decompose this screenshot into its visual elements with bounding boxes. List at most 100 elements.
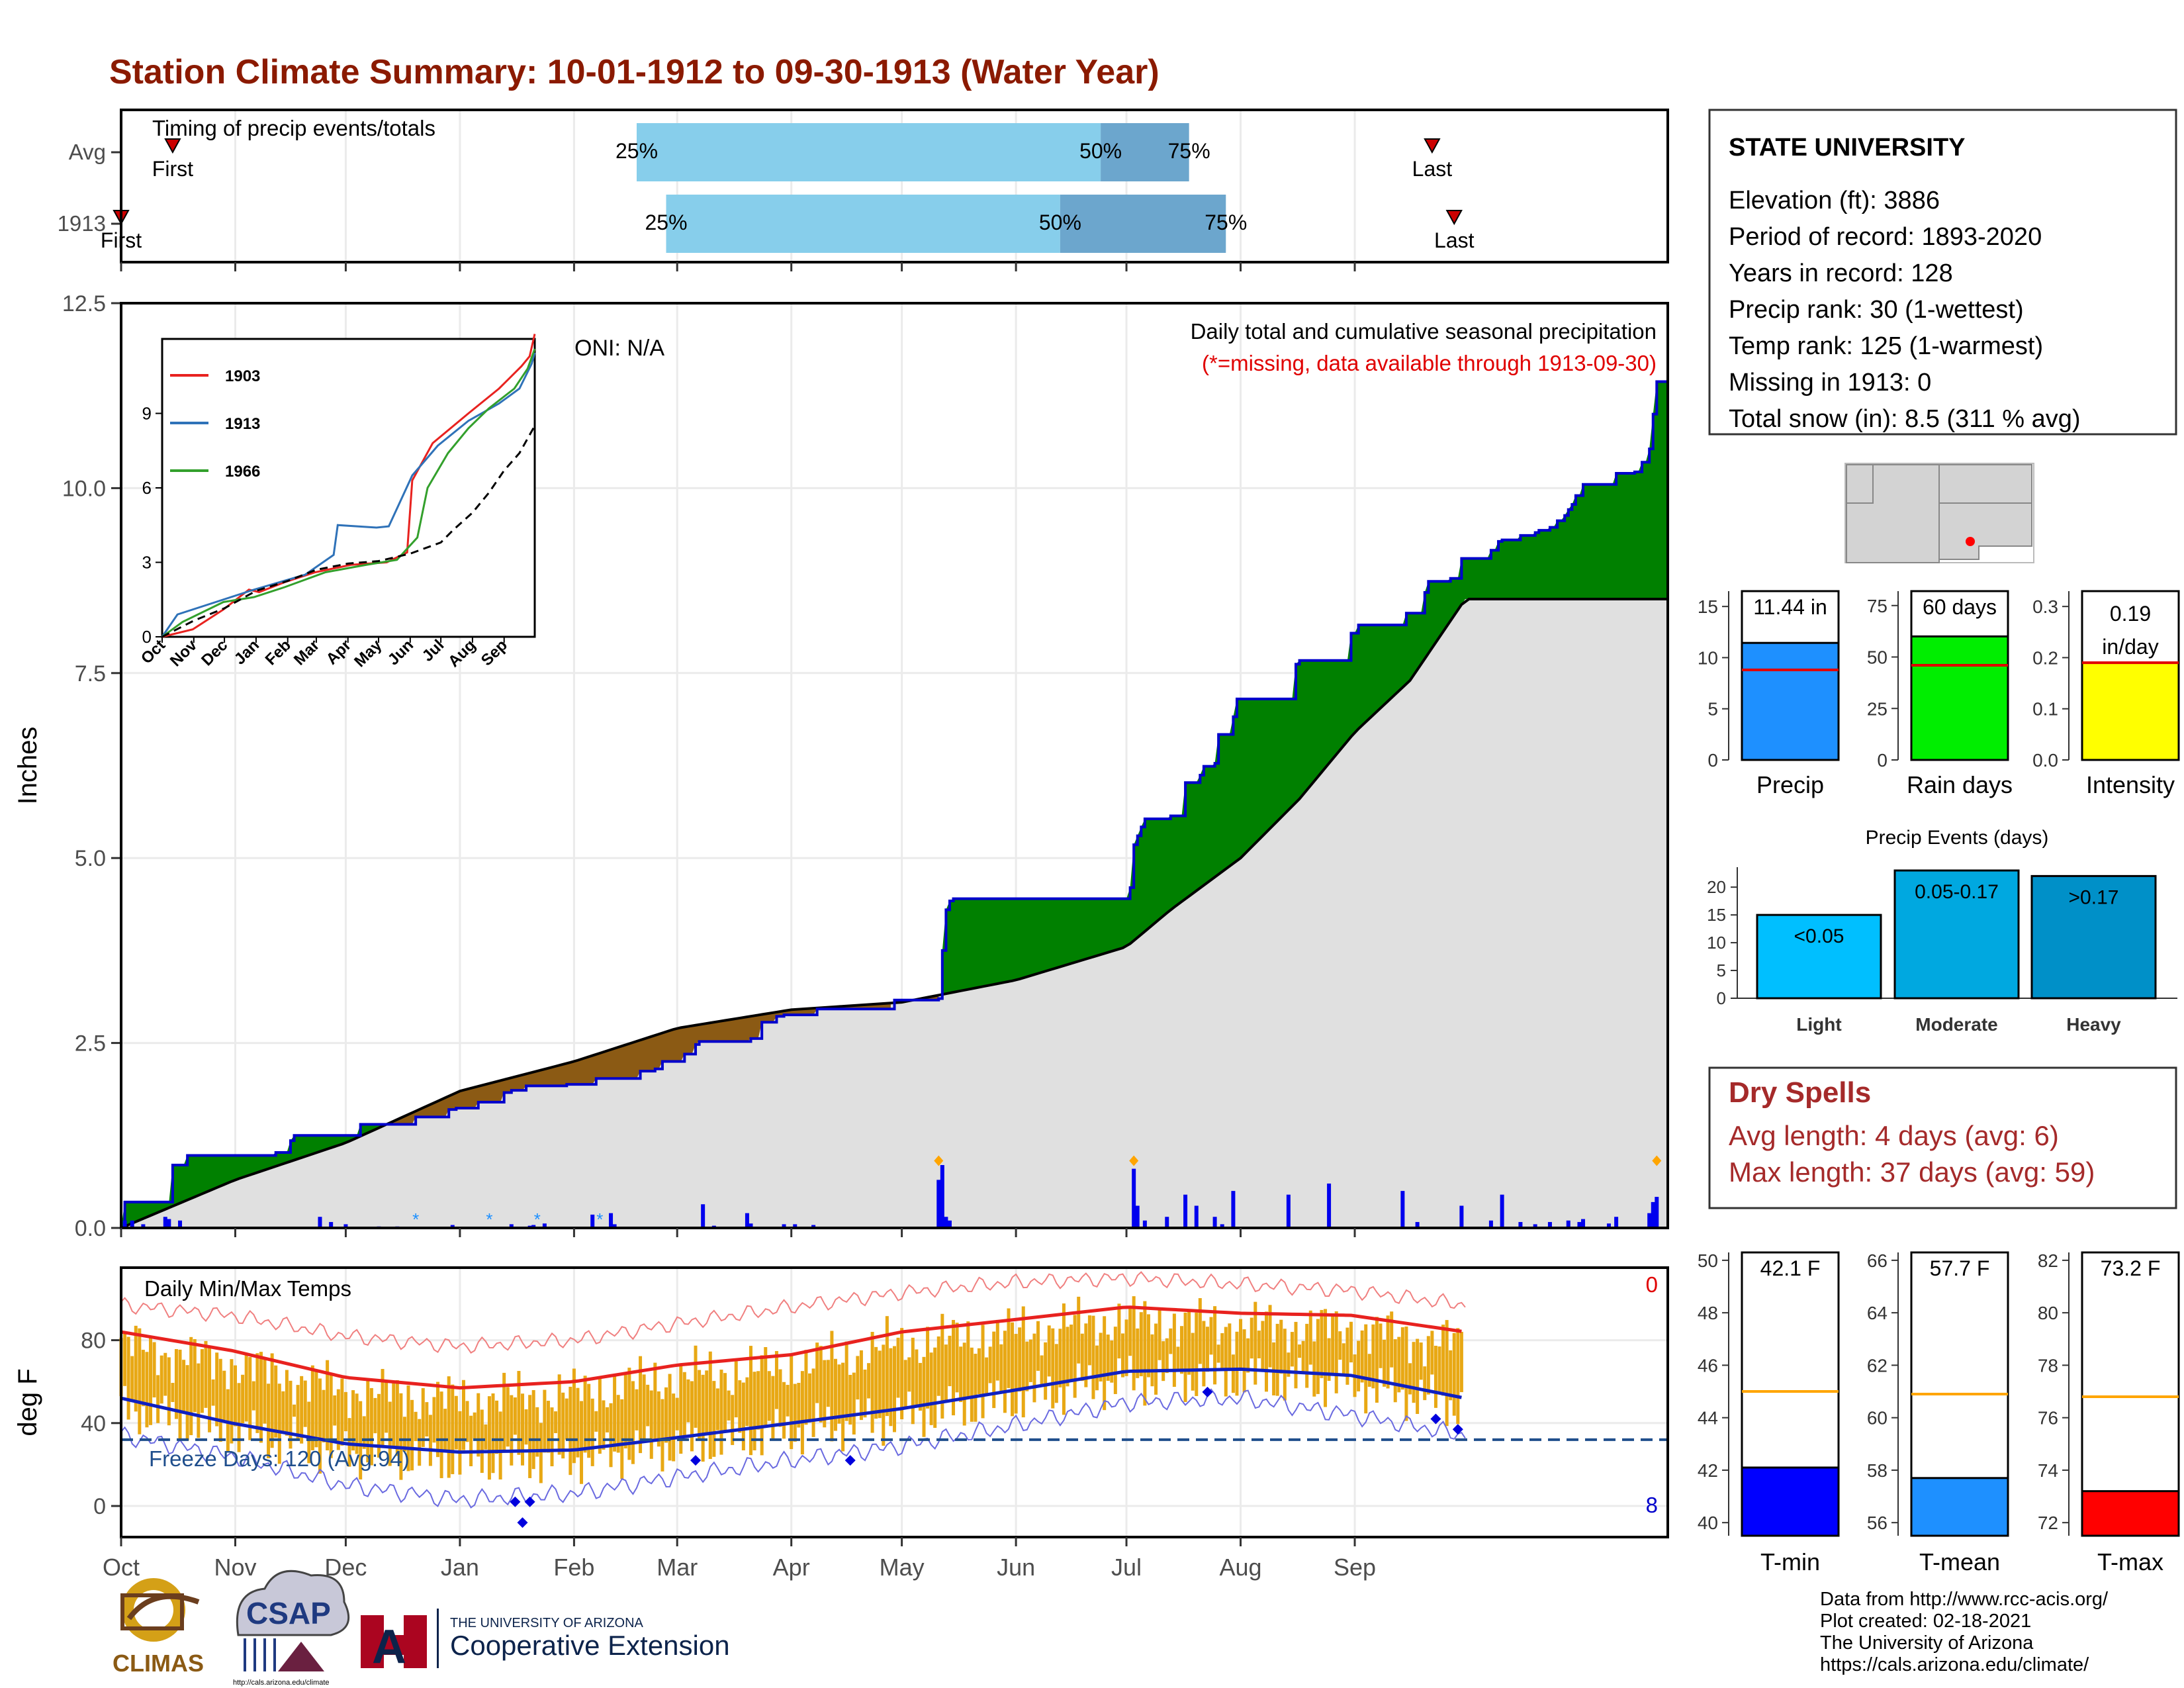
month-tick-label: Jun — [997, 1554, 1035, 1581]
daily-precip-bar — [590, 1214, 595, 1228]
daily-temp-bar — [977, 1348, 981, 1394]
daily-temp-bar — [627, 1368, 631, 1460]
y-axis-label: deg F — [13, 1368, 42, 1436]
daily-temp-bar — [915, 1349, 919, 1406]
daily-temp-bar — [1419, 1342, 1423, 1380]
daily-temp-bar — [804, 1350, 808, 1425]
daily-temp-bar — [1146, 1314, 1150, 1378]
daily-temp-bar — [1113, 1327, 1117, 1394]
daily-temp-bar — [1433, 1345, 1437, 1408]
y-tick-label: 46 — [1698, 1355, 1718, 1376]
daily-temp-bar — [1021, 1306, 1025, 1418]
daily-temp-bar — [1176, 1346, 1180, 1370]
first-event-marker — [164, 138, 181, 154]
inset-series-line — [161, 352, 536, 637]
daily-temp-bar — [992, 1331, 996, 1409]
daily-temp-bar — [230, 1359, 234, 1444]
daily-temp-bar — [484, 1424, 488, 1450]
daily-temp-bar — [425, 1402, 429, 1437]
daily-precip-bar — [329, 1222, 334, 1228]
daily-temp-bar — [907, 1357, 911, 1392]
daily-temp-bar — [1165, 1338, 1169, 1374]
station-location-marker — [1966, 537, 1975, 546]
daily-temp-bar — [580, 1401, 584, 1484]
daily-temp-bar — [808, 1373, 812, 1423]
daily-precip-bar — [1647, 1213, 1652, 1228]
daily-temp-bar — [469, 1415, 473, 1466]
daily-temp-bar — [322, 1389, 326, 1443]
daily-temp-bar — [233, 1365, 237, 1427]
daily-temp-bar — [1327, 1338, 1331, 1382]
y-tick-label: 0.1 — [2032, 699, 2058, 720]
daily-temp-bar — [204, 1340, 208, 1408]
timing-bar-50-75 — [1101, 123, 1189, 181]
daily-temp-bar — [557, 1374, 561, 1455]
daily-temp-bar — [362, 1416, 366, 1449]
daily-precip-bar — [318, 1217, 322, 1228]
daily-temp-bar — [981, 1325, 985, 1419]
daily-precip-bar — [163, 1217, 167, 1228]
daily-temp-bar — [241, 1374, 245, 1424]
daily-precip-bar — [701, 1204, 705, 1228]
daily-temp-bar — [226, 1389, 230, 1452]
daily-temp-bar — [565, 1398, 569, 1440]
daily-temp-bar — [1136, 1328, 1140, 1378]
daily-temp-bar — [1172, 1313, 1176, 1387]
daily-temp-bar — [918, 1362, 922, 1411]
temp-panel-title: Daily Min/Max Temps — [144, 1276, 351, 1301]
daily-temp-bar — [1018, 1327, 1022, 1392]
daily-temp-bar — [293, 1404, 296, 1417]
last-event-marker — [1445, 210, 1463, 226]
daily-temp-bar — [167, 1357, 171, 1426]
daily-precip-bar — [178, 1220, 183, 1228]
temp-value-label: 42.1 F — [1760, 1256, 1821, 1280]
daily-temp-bar — [1345, 1327, 1349, 1385]
y-tick-label: 0.0 — [75, 1216, 106, 1241]
pct-label: 25% — [645, 211, 687, 234]
daily-temp-bar — [885, 1316, 889, 1417]
daily-temp-bar — [355, 1393, 359, 1454]
daily-precip-bar — [1194, 1205, 1199, 1228]
daily-temp-bar — [587, 1383, 591, 1458]
panel-border — [120, 1266, 1669, 1538]
daily-precip-bar — [1581, 1219, 1586, 1228]
daily-precip-bar — [1614, 1217, 1619, 1228]
daily-temp-bar — [270, 1353, 274, 1448]
daily-temp-bar — [572, 1368, 576, 1464]
record-cold-marker — [690, 1455, 702, 1466]
csap-logo-url: http://cals.arizona.edu/climate — [233, 1679, 330, 1687]
daily-precip-bar — [1459, 1205, 1464, 1228]
daily-temp-bar — [576, 1387, 580, 1458]
daily-temp-bar — [1154, 1323, 1158, 1395]
daily-temp-bar — [1069, 1324, 1073, 1383]
daily-temp-bar — [1169, 1328, 1173, 1354]
footer-line: The University of Arizona — [1820, 1632, 2034, 1654]
daily-temp-bar — [244, 1354, 248, 1422]
month-tick-label: Dec — [324, 1554, 367, 1581]
daily-temp-bar — [1242, 1329, 1246, 1393]
first-event-label: First — [152, 157, 193, 181]
daily-temp-bar — [793, 1383, 797, 1442]
y-tick-label: 10.0 — [62, 476, 106, 501]
daily-precip-bar — [1488, 1220, 1493, 1228]
last-event-label: Last — [1412, 157, 1453, 181]
daily-temp-bar — [1290, 1332, 1294, 1367]
last-event-label: Last — [1434, 228, 1475, 252]
y-tick-label: 15 — [1707, 905, 1726, 925]
month-axis: Oct Nov Dec Jan Feb Mar Apr May Jun Jul Aug Sep — [103, 1537, 1376, 1581]
daily-temp-bar — [1400, 1327, 1404, 1390]
daily-temp-bar — [790, 1355, 794, 1450]
daily-temp-bar — [752, 1372, 756, 1451]
daily-precip-bar — [1655, 1197, 1659, 1228]
daily-temp-bar — [126, 1336, 130, 1420]
daily-temp-bar — [141, 1350, 145, 1407]
daily-temp-bar — [300, 1376, 304, 1444]
footer-credits: Data from http://www.rcc-acis.org/ Plot … — [1820, 1589, 2109, 1675]
y-tick-label: 82 — [2038, 1250, 2058, 1271]
daily-temp-bar — [1349, 1321, 1353, 1363]
daily-temp-bar — [874, 1346, 878, 1419]
daily-temp-bar — [1430, 1331, 1434, 1375]
above-average-area — [942, 381, 1668, 995]
daily-temp-bar — [1459, 1331, 1463, 1393]
